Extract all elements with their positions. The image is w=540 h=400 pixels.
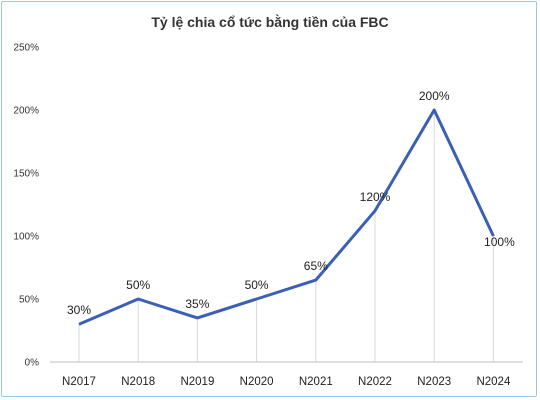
x-axis-labels: N2017 N2018 N2019 N2020 N2021 N2022 N2023 N2024 <box>62 376 511 388</box>
drop-lines <box>78 110 494 362</box>
y-tick-label: 50% <box>19 295 39 306</box>
y-tick-label: 100% <box>13 232 39 243</box>
y-tick-label: 200% <box>13 106 39 117</box>
x-tick-label: N2022 <box>358 376 392 388</box>
data-label: 50% <box>126 278 150 292</box>
chart-title: Tỷ lệ chia cổ tức bằng tiền của FBC <box>151 14 389 30</box>
data-label: 65% <box>304 259 328 273</box>
x-tick-label: N2021 <box>299 376 333 388</box>
x-tick-label: N2020 <box>240 376 274 388</box>
y-axis: 0% 50% 100% 150% 200% 250% <box>13 43 39 369</box>
data-label: 100% <box>484 235 515 249</box>
x-tick-label: N2017 <box>62 376 96 388</box>
x-tick-label: N2023 <box>417 376 451 388</box>
x-tick-label: N2019 <box>180 376 214 388</box>
y-tick-label: 150% <box>13 169 39 180</box>
y-tick-label: 0% <box>25 358 40 369</box>
data-label: 120% <box>360 190 391 204</box>
series-line <box>78 108 495 326</box>
y-tick-label: 250% <box>13 43 39 54</box>
data-label: 35% <box>185 297 209 311</box>
x-tick-label: N2018 <box>121 376 155 388</box>
data-label: 50% <box>245 278 269 292</box>
x-tick-label: N2024 <box>476 376 510 388</box>
data-label: 30% <box>67 303 91 317</box>
data-label: 200% <box>419 89 450 103</box>
data-labels: 30% 50% 35% 50% 65% 120% 200% 100% <box>67 89 515 317</box>
